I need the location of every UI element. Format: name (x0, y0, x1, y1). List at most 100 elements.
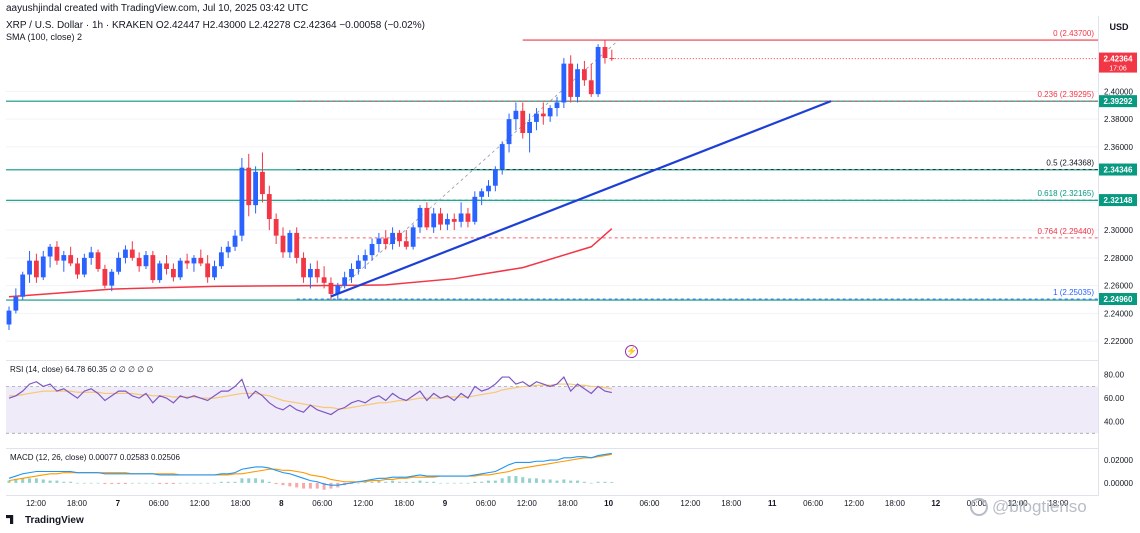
macd-tick-label: 0.02000 (1104, 456, 1133, 465)
time-tick-label: 18:00 (1048, 499, 1069, 508)
candle-body (424, 207, 430, 228)
candle-body (143, 255, 149, 267)
candle-body (95, 252, 101, 269)
time-tick-label: 06:00 (803, 499, 824, 508)
bar-countdown-label: 17:06 (1109, 66, 1127, 73)
macd-histogram-bar (582, 481, 586, 483)
candle-body (554, 102, 560, 109)
candle-body (266, 194, 272, 220)
rsi-tick-label: 80.00 (1104, 371, 1125, 380)
candle-body (540, 113, 546, 117)
time-tick-label: 12:00 (844, 499, 865, 508)
watermark-icon (970, 498, 988, 516)
candle-body (547, 108, 553, 117)
macd-histogram-bar (329, 482, 333, 489)
candle-body (81, 257, 87, 275)
macd-histogram-bar (493, 480, 497, 483)
candle-body (575, 69, 580, 97)
macd-histogram-bar (350, 482, 353, 485)
candle-body (280, 235, 286, 253)
macd-histogram-bar (219, 481, 223, 483)
candle-body (273, 219, 279, 236)
last-price-label: 2.42364 (1104, 55, 1133, 64)
macd-histogram-bar (500, 478, 504, 483)
candle-body (239, 167, 245, 236)
candle-body (465, 213, 471, 222)
macd-histogram-bar (130, 482, 134, 484)
macd-histogram-bar (7, 480, 11, 483)
candle-body (177, 260, 183, 278)
candle-body (355, 260, 361, 269)
price-tick-label: 2.24000 (1104, 309, 1133, 318)
candle-body (287, 232, 293, 253)
price-tick-label: 2.36000 (1104, 143, 1133, 152)
candle-body (397, 232, 402, 242)
macd-histogram-bar (315, 482, 319, 489)
time-tick-label: 18:00 (558, 499, 579, 508)
price-tag-label: 2.24960 (1104, 295, 1133, 304)
macd-histogram-bar (288, 482, 292, 487)
macd-histogram-bar (548, 479, 552, 483)
candle-body (609, 58, 615, 60)
alert-flash-icon[interactable]: ⚡ (625, 345, 638, 358)
pane-divider (6, 448, 1098, 449)
candle-body (246, 167, 252, 206)
macd-histogram-bar (569, 480, 573, 483)
macd-histogram-bar (28, 478, 32, 483)
time-tick-label: 06:00 (639, 499, 660, 508)
price-axis-border (1098, 16, 1099, 496)
candle-body (602, 46, 608, 59)
candle-body (369, 244, 375, 256)
macd-histogram-bar (541, 479, 545, 483)
time-tick-label: 10 (604, 499, 613, 508)
macd-histogram-bar (14, 479, 18, 483)
macd-signal-line (8, 453, 612, 483)
candle-body (499, 144, 505, 170)
candle-body (136, 257, 142, 267)
candle-body (328, 282, 334, 294)
macd-histogram-bar (363, 481, 367, 483)
time-tick-label: 18:00 (394, 499, 415, 508)
macd-histogram-bar (165, 482, 169, 485)
candle-body (253, 171, 258, 206)
fib-level-label: 0.618 (2.32165) (1038, 189, 1095, 198)
time-tick-label: 9 (443, 499, 448, 508)
sma-legend[interactable]: SMA (100, close) 2 (6, 32, 83, 42)
macd-histogram-bar (404, 481, 408, 483)
macd-histogram-bar (562, 479, 566, 483)
price-tick-label: 2.30000 (1104, 226, 1133, 235)
price-tick-label: 2.22000 (1104, 337, 1133, 346)
macd-histogram-bar (274, 482, 278, 485)
macd-histogram-bar (507, 476, 511, 483)
candle-body (314, 268, 320, 278)
candle-body (54, 246, 60, 261)
candle-body (171, 268, 176, 278)
time-tick-label: 18:00 (721, 499, 742, 508)
time-tick-label: 11 (768, 499, 777, 508)
macd-histogram-bar (528, 478, 532, 483)
candle-body (445, 219, 450, 225)
macd-histogram-bar (521, 477, 525, 483)
macd-histogram-bar (445, 482, 449, 484)
macd-histogram-bar (206, 482, 210, 484)
macd-histogram-bar (55, 480, 59, 483)
price-tick-label: 2.38000 (1104, 115, 1133, 124)
time-tick-label: 7 (116, 499, 121, 508)
candle-body (458, 213, 464, 222)
candle-body (157, 263, 163, 281)
candle-body (75, 263, 80, 275)
macd-histogram-bar (41, 479, 45, 483)
price-tick-label: 2.28000 (1104, 254, 1133, 263)
time-tick-label: 18:00 (67, 499, 88, 508)
macd-histogram-bar (226, 481, 230, 483)
macd-histogram-bar (192, 482, 196, 484)
macd-histogram-bar (466, 482, 470, 484)
candle-body (27, 260, 32, 275)
candle-body (486, 185, 491, 192)
macd-legend: MACD (12, 26, close) 0.00077 0.02583 0.0… (10, 453, 180, 462)
candle-body (308, 268, 313, 278)
candle-body (68, 255, 74, 264)
symbol-legend[interactable]: XRP / U.S. Dollar · 1h · KRAKEN O2.42447… (6, 20, 425, 31)
macd-histogram-bar (137, 482, 141, 484)
